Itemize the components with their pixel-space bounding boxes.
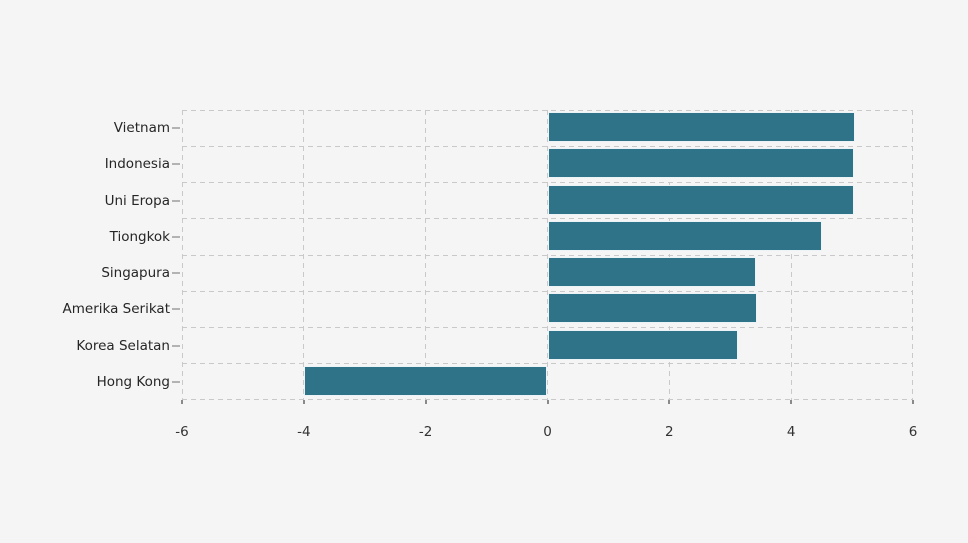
x-tick-label: 0	[543, 424, 552, 440]
y-tick-mark	[172, 380, 180, 383]
bar-korea-selatan	[547, 329, 738, 360]
x-axis-labels: -6 -4 -2 0 2 4 6	[175, 423, 917, 441]
category-label-vietnam: Vietnam	[113, 120, 170, 137]
bar-singapura	[547, 257, 757, 288]
bar-amerika-serikat	[547, 293, 758, 324]
x-tick-mark	[302, 400, 305, 404]
y-axis-labels: Vietnam Indonesia Uni Eropa Tiongkok Singapu…	[0, 110, 170, 400]
y-gridline	[182, 182, 913, 183]
x-tick-mark	[668, 400, 671, 404]
plot-area	[172, 110, 914, 404]
x-tick-label: 4	[786, 424, 796, 440]
y-tick-mark	[172, 199, 180, 202]
x-tick-mark	[181, 400, 183, 404]
bar-vietnam	[547, 112, 856, 143]
category-label-tiongkok: Tiongkok	[109, 228, 170, 245]
bar-indonesia	[547, 148, 854, 179]
category-label-singapura: Singapura	[101, 265, 170, 282]
x-tick-mark	[912, 400, 914, 404]
x-tick-mark	[790, 400, 793, 404]
category-label-korea-selatan: Korea Selatan	[76, 337, 170, 354]
category-label-amerika-serikat: Amerika Serikat	[62, 301, 170, 318]
y-tick-mark	[172, 272, 180, 275]
y-tick-mark	[172, 235, 180, 238]
y-tick-mark	[172, 163, 180, 166]
y-gridline	[182, 145, 913, 147]
x-tick-label: 2	[665, 424, 674, 440]
y-gridline	[182, 363, 913, 365]
x-tick-mark	[424, 400, 427, 404]
bar-hong-kong	[303, 365, 548, 396]
category-label-indonesia: Indonesia	[104, 156, 170, 173]
y-gridline	[182, 327, 913, 328]
y-gridline	[182, 218, 913, 220]
y-gridline	[182, 254, 913, 256]
x-tick-label: 6	[908, 424, 918, 440]
y-tick-mark	[172, 308, 180, 311]
bar-uni-eropa	[547, 184, 854, 215]
x-tick-label: -4	[297, 424, 311, 440]
x-tick-mark	[546, 400, 549, 404]
bar-tiongkok	[547, 220, 822, 251]
x-tick-label: -2	[418, 424, 433, 440]
y-tick-mark	[172, 127, 180, 130]
y-tick-mark	[172, 344, 180, 347]
y-gridline	[182, 290, 913, 292]
category-label-uni-eropa: Uni Eropa	[104, 192, 170, 209]
x-tick-label: -6	[175, 424, 189, 440]
category-label-hong-kong: Hong Kong	[96, 373, 170, 390]
